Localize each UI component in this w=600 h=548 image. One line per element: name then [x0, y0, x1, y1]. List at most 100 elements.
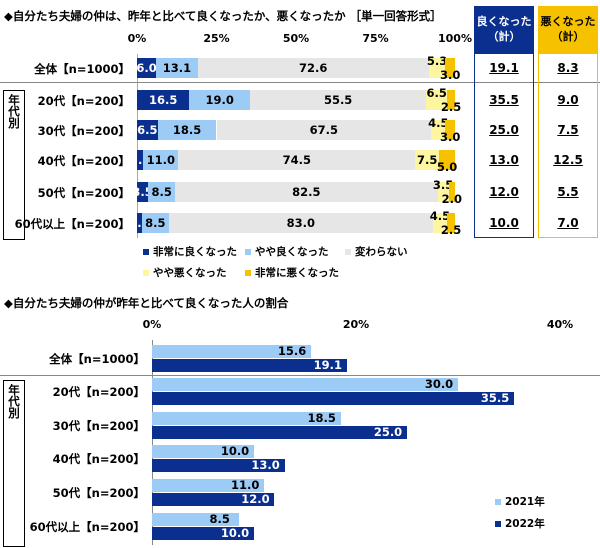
- data-label: 10.0: [220, 444, 250, 458]
- y-axis-line: [137, 54, 138, 238]
- x-tick: 50%: [282, 32, 310, 45]
- data-label: 2.5: [440, 223, 462, 237]
- data-label: 5.3: [426, 54, 448, 68]
- bar-segment: [156, 58, 198, 78]
- x-tick: 75%: [362, 32, 389, 45]
- chart1-title: ◆自分たち夫婦の仲は、昨年と比べて良くなったか、悪くなったか ［単一回答形式］: [4, 9, 442, 23]
- legend-item: 2021年: [495, 494, 545, 509]
- bar-segment: [437, 182, 449, 202]
- bar: [152, 493, 275, 506]
- bar-segment: [137, 58, 157, 78]
- bar-segment: [216, 120, 432, 140]
- category-label: 40代【n=200】: [37, 154, 130, 168]
- legend-item: 2022年: [495, 516, 545, 531]
- divider: [0, 82, 600, 83]
- legend-label: 2022年: [505, 518, 545, 530]
- legend-swatch: [345, 248, 351, 255]
- bar-segment: [137, 182, 149, 202]
- data-label: 35.5: [480, 391, 510, 405]
- category-label: 全体【n=1000】: [34, 62, 130, 76]
- category-label: 60代以上【n=200】: [29, 520, 145, 534]
- data-label: 8.5: [145, 216, 166, 230]
- data-label: 11.0: [146, 153, 176, 167]
- bar-segment: [178, 150, 416, 170]
- x-tick: 0%: [142, 318, 162, 331]
- bar-segment: [445, 58, 455, 78]
- summary-value: 13.0: [489, 153, 519, 167]
- bar: [152, 412, 341, 425]
- summary-header: 悪くなった（計）: [538, 6, 598, 54]
- chart2-title: ◆自分たち夫婦の仲が昨年と比べて良くなった人の割合: [4, 296, 289, 310]
- data-label: 3.5: [432, 178, 454, 192]
- data-label: 2.0: [441, 192, 462, 206]
- data-label: 82.5: [292, 185, 321, 199]
- data-label: 3.5: [132, 185, 153, 199]
- group-label-box: 年代別: [3, 380, 25, 547]
- summary-value: 5.5: [557, 185, 579, 199]
- bar: [152, 513, 239, 526]
- category-label: 20代【n=200】: [52, 385, 145, 399]
- bar-segment: [445, 120, 455, 140]
- summary-value: 7.0: [557, 216, 579, 230]
- legend-label: 非常に良くなった: [153, 246, 237, 258]
- data-label: 16.5: [149, 93, 178, 107]
- legend-swatch: [245, 269, 251, 276]
- legend-swatch: [143, 248, 149, 255]
- bar: [152, 459, 285, 472]
- x-tick: 100%: [438, 32, 472, 45]
- data-label: 18.5: [307, 411, 336, 425]
- data-label: 18.5: [172, 123, 202, 137]
- bar-segment: [426, 90, 448, 110]
- y-axis-line: [152, 340, 153, 545]
- group-label-box: 年代別: [3, 90, 25, 240]
- bar-segment: [137, 213, 142, 233]
- legend-label: 2021年: [505, 496, 545, 508]
- data-label: 74.5: [282, 153, 311, 167]
- data-label: 8.5: [151, 185, 172, 199]
- bar: [152, 378, 458, 391]
- legend-item: 変わらない: [345, 244, 408, 259]
- summary-value: 9.0: [557, 93, 579, 107]
- summary-value: 12.5: [553, 153, 583, 167]
- bar: [152, 527, 254, 540]
- legend-swatch: [495, 520, 501, 527]
- category-label: 全体【n=1000】: [49, 352, 145, 366]
- data-label: 19.0: [205, 93, 234, 107]
- bar-segment: [447, 90, 455, 110]
- category-label: 60代以上【n=200】: [14, 217, 130, 231]
- legend-item: やや良くなった: [245, 244, 329, 259]
- bar-segment: [143, 150, 179, 170]
- summary-header: 良くなった（計）: [474, 6, 534, 54]
- summary-value: 10.0: [489, 216, 519, 230]
- x-tick: 40%: [546, 318, 574, 331]
- data-label: 19.1: [313, 358, 342, 372]
- category-label: 50代【n=200】: [52, 486, 145, 500]
- bar-segment: [137, 150, 144, 170]
- bar-segment: [137, 120, 158, 140]
- legend-label: やや良くなった: [255, 246, 329, 258]
- data-label: 4.5: [429, 209, 451, 223]
- data-label: 83.0: [286, 216, 315, 230]
- bar-segment: [447, 213, 455, 233]
- bar-segment: [428, 58, 446, 78]
- bar-segment: [249, 90, 427, 110]
- bar: [152, 359, 347, 372]
- data-label: 10.0: [220, 526, 250, 540]
- data-label: 11.0: [231, 478, 260, 492]
- bar-segment: [189, 90, 250, 110]
- category-label: 50代【n=200】: [37, 186, 130, 200]
- data-label: 4.5: [428, 116, 449, 130]
- data-label: 3.0: [440, 130, 461, 144]
- category-label: 40代【n=200】: [52, 452, 145, 466]
- bar-segment: [175, 182, 438, 202]
- legend-item: 非常に悪くなった: [245, 265, 339, 280]
- data-label: 30.0: [424, 377, 454, 391]
- legend-label: やや悪くなった: [153, 267, 227, 279]
- bar-segment: [157, 120, 217, 140]
- category-label: 30代【n=200】: [52, 419, 145, 433]
- summary-value: 12.0: [489, 185, 519, 199]
- bar-segment: [439, 150, 455, 170]
- bar-segment: [148, 182, 176, 202]
- bar-segment: [197, 58, 429, 78]
- data-label: 8.5: [209, 512, 230, 526]
